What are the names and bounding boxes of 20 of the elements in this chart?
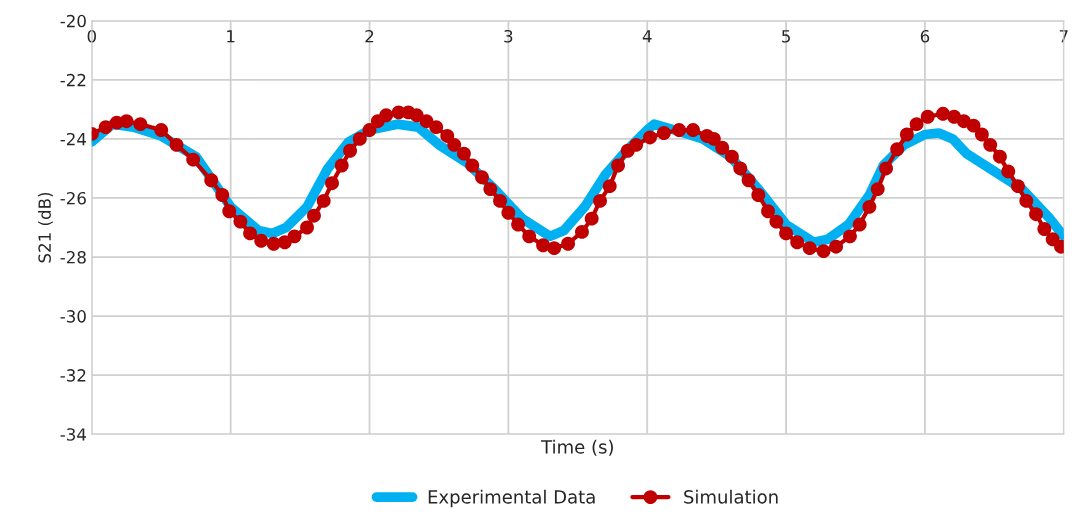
legend-label: Simulation — [684, 489, 778, 504]
legend-label: Experimental Data — [428, 489, 595, 508]
y-tick-label: -30 — [60, 310, 86, 323]
x-tick-label: 7 — [1059, 30, 1068, 43]
x-axis-title: Time (s) — [541, 439, 613, 456]
y-tick-label: -28 — [60, 250, 86, 264]
y-tick-label: -32 — [60, 369, 86, 382]
x-tick-label: 0 — [87, 29, 96, 43]
y-tick-label: -22 — [60, 73, 86, 87]
x-tick-label: 6 — [920, 29, 930, 43]
y-tick-label: -34 — [60, 428, 86, 441]
x-tick-label: 3 — [504, 29, 513, 43]
x-tick-label: 4 — [642, 30, 652, 43]
x-tick-label: 5 — [782, 30, 790, 43]
y-tick-label: -20 — [60, 14, 86, 28]
x-tick-label: 1 — [227, 30, 235, 43]
x-tick-label: 2 — [365, 29, 374, 43]
y-tick-label: -26 — [60, 191, 86, 205]
y-axis-title: S21 (dB) — [38, 192, 53, 263]
y-tick-label: -24 — [60, 132, 86, 146]
